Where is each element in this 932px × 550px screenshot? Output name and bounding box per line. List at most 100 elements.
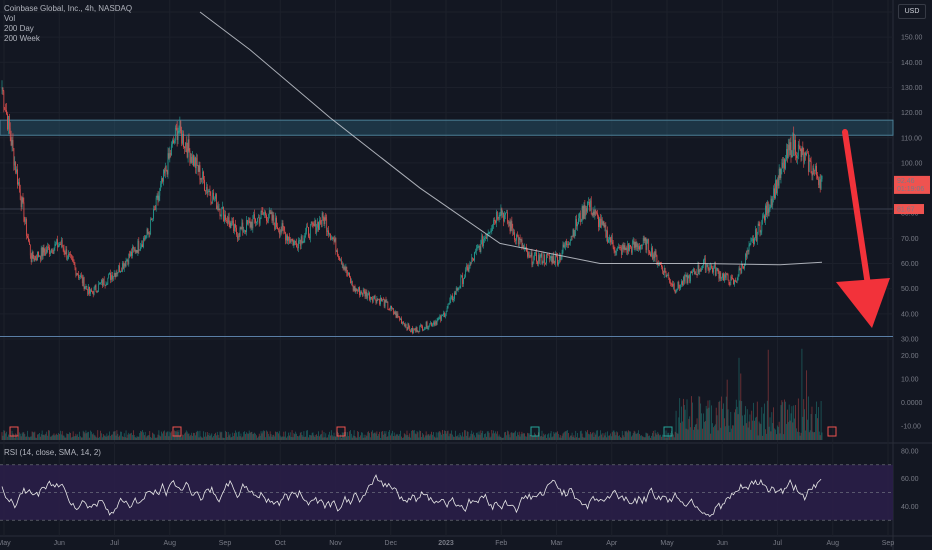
price-tick-label[interactable]: 130.00 (901, 85, 923, 92)
candle-body (377, 298, 379, 300)
volume-bar (387, 436, 389, 440)
time-tick-label[interactable]: Mar (550, 540, 563, 547)
time-tick-label[interactable]: Jun (54, 540, 65, 547)
price-axis[interactable]: 160.00150.00140.00130.00120.00110.00100.… (894, 10, 930, 511)
candle-body (761, 220, 763, 232)
time-tick-label[interactable]: 2023 (438, 540, 454, 547)
volume-bar (164, 435, 166, 440)
candle-body (204, 179, 205, 191)
volume-bar (259, 435, 261, 440)
currency-button[interactable]: USD (898, 4, 926, 19)
volume-bar (797, 431, 798, 440)
price-tick-label[interactable]: 110.00 (901, 135, 922, 142)
time-axis[interactable]: May Jun Jul Aug Sep Oct Nov Dec 2023 Feb Mar Apr May… (0, 540, 894, 547)
price-tick-label[interactable]: 120.00 (901, 110, 923, 117)
volume-bar (568, 437, 570, 440)
volume-bar (49, 436, 51, 440)
time-tick-label[interactable]: Dec (385, 540, 398, 547)
time-tick-label[interactable]: Oct (275, 540, 286, 547)
time-tick-label[interactable]: May (0, 540, 11, 547)
time-tick-label[interactable]: May (660, 540, 674, 547)
price-tick-label[interactable]: 100.00 (901, 160, 923, 167)
volume-bar (768, 426, 770, 440)
candle-body (278, 230, 280, 235)
price-tick-label[interactable]: 70.00 (901, 236, 919, 243)
volume-tick-label[interactable]: -10.00 (901, 424, 921, 431)
candle-body (64, 252, 66, 255)
candle-body (2, 87, 4, 92)
candle-body (787, 144, 789, 159)
price-tick-label[interactable]: 80.00 (901, 211, 919, 218)
candle-body (503, 213, 505, 222)
price-tick-label[interactable]: 60.00 (901, 261, 919, 268)
volume-pane[interactable] (1, 348, 837, 440)
volume-bar (819, 435, 821, 440)
candle-body (418, 331, 420, 333)
candle-body (295, 241, 297, 243)
candle-body (741, 263, 743, 273)
time-tick-label[interactable]: Feb (495, 540, 507, 547)
price-tick-label[interactable]: 40.00 (901, 311, 919, 318)
time-tick-label[interactable]: Jul (110, 540, 119, 547)
volume-bar (319, 434, 321, 440)
time-tick-label[interactable]: Apr (606, 540, 618, 547)
volume-bar (204, 436, 205, 440)
candle-body (61, 240, 63, 247)
legend-200-week[interactable]: 200 Week (4, 34, 40, 43)
volume-bar (197, 431, 199, 440)
candle-body (578, 218, 579, 224)
price-tick-label[interactable]: 150.00 (901, 35, 923, 42)
rsi-pane[interactable] (0, 464, 893, 521)
volume-bar (188, 433, 190, 440)
candle-body (234, 224, 235, 232)
time-tick-label[interactable]: Nov (329, 540, 342, 547)
candle-body (519, 237, 521, 241)
time-tick-label[interactable]: Sep (882, 540, 895, 547)
candle-body (498, 215, 500, 219)
time-tick-label[interactable]: Sep (219, 540, 232, 547)
volume-bar (298, 436, 299, 440)
rsi-legend[interactable]: RSI (14, close, SMA, 14, 2) (4, 448, 101, 457)
volume-bar (533, 436, 535, 440)
volume-bar (199, 430, 201, 440)
time-tick-label[interactable]: Jun (717, 540, 728, 547)
price-tick-label[interactable]: 50.00 (901, 286, 919, 293)
volume-bar (122, 436, 124, 440)
symbol-title[interactable]: Coinbase Global, Inc., 4h, NASDAQ (4, 4, 133, 13)
price-tick-label[interactable]: 140.00 (901, 60, 923, 67)
candle-body (565, 241, 567, 247)
candle-body (639, 246, 640, 250)
volume-bar (109, 431, 110, 440)
volume-bar (411, 430, 412, 440)
candle-body (611, 236, 613, 243)
earnings-marker (172, 426, 182, 437)
price-tick-label[interactable]: 30.00 (901, 337, 919, 344)
time-tick-label[interactable]: Aug (827, 540, 840, 547)
volume-tick-label[interactable]: 10.00 (901, 377, 919, 384)
time-tick-label[interactable]: Jul (773, 540, 782, 547)
candle-body (445, 311, 447, 315)
candle-body (72, 259, 74, 263)
time-tick-label[interactable]: Aug (164, 540, 177, 547)
candle-body (346, 266, 348, 274)
candle-body (754, 238, 755, 244)
volume-bar (782, 402, 784, 440)
price-pane[interactable] (0, 11, 894, 337)
volume-tick-label[interactable]: 0.0000 (901, 400, 923, 407)
volume-bar (218, 437, 220, 440)
volume-bar (366, 436, 368, 440)
volume-bar (319, 436, 320, 440)
volume-bar (682, 421, 683, 440)
volume-tick-label[interactable]: 20.00 (901, 353, 919, 360)
rsi-tick-label[interactable]: 80.00 (901, 448, 919, 455)
candle-body (417, 331, 419, 333)
legend-vol[interactable]: Vol (4, 14, 16, 23)
candle-body (716, 268, 718, 270)
candle-body (109, 272, 110, 274)
rsi-tick-label[interactable]: 40.00 (901, 504, 919, 511)
legend-200-day[interactable]: 200 Day (4, 24, 34, 33)
volume-bar (405, 435, 407, 440)
rsi-tick-label[interactable]: 60.00 (901, 476, 919, 483)
volume-bar (179, 435, 181, 440)
